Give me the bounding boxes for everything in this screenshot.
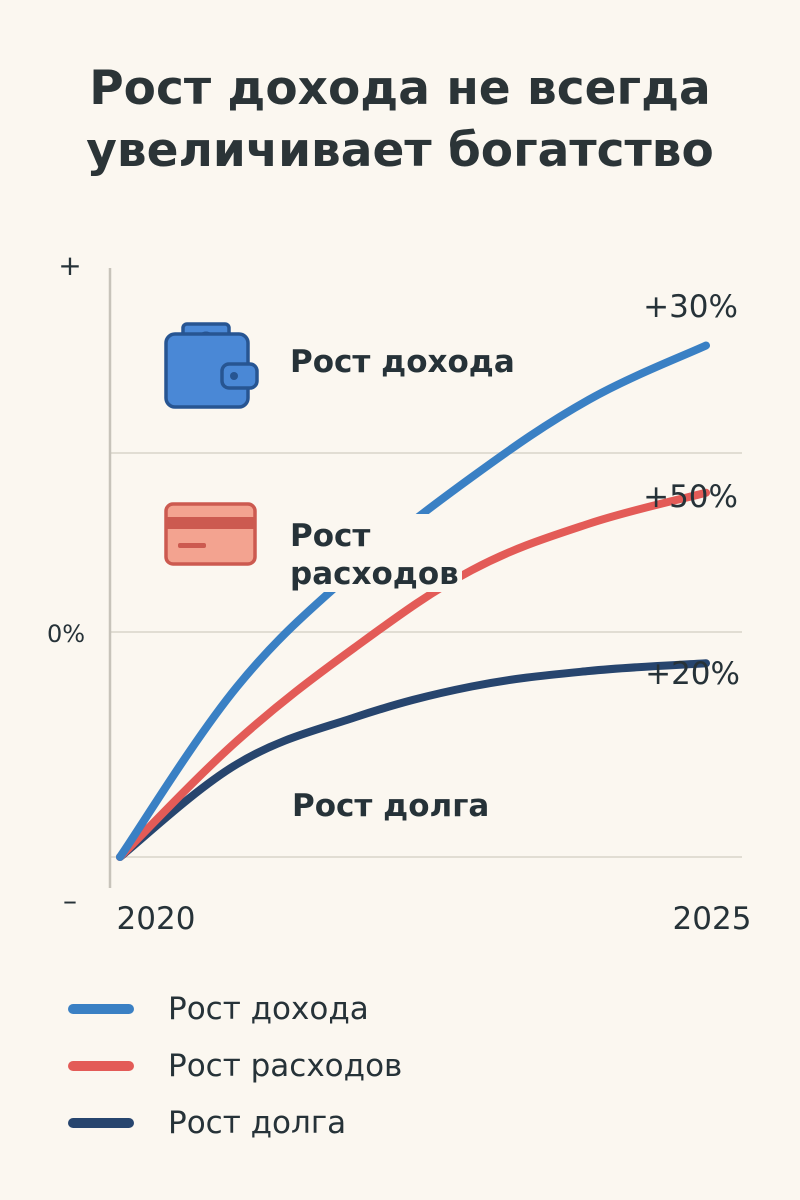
end-label-income: +30% [643, 289, 738, 325]
series-line-debt [116, 659, 710, 861]
legend-swatch-expenses [68, 1060, 134, 1071]
legend-swatch-income [68, 1003, 134, 1014]
wallet-icon [164, 322, 259, 409]
x-tick-start: 2020 [117, 901, 196, 937]
legend-item-expenses: Рост расходов [68, 1037, 402, 1094]
legend-item-debt: Рост долга [68, 1094, 402, 1151]
legend-item-income: Рост дохода [68, 980, 402, 1037]
y-tick-minus: – [63, 884, 77, 917]
legend-swatch-debt [68, 1117, 134, 1128]
gridlines [110, 452, 742, 858]
x-tick-end: 2025 [673, 901, 752, 937]
y-tick-zero: 0% [47, 620, 85, 648]
end-label-expenses: +50% [643, 479, 738, 515]
legend-label-income: Рост дохода [168, 990, 369, 1027]
inline-label-expenses-line-2: расходов [290, 556, 459, 592]
line-chart: + 0% – 2020 2025 +30% +50% +20% Рост дох… [47, 249, 752, 937]
inline-label-income: Рост дохода [290, 344, 515, 380]
series-line-expenses [116, 488, 710, 861]
credit-card-icon [164, 502, 257, 566]
inline-label-debt: Рост долга [292, 788, 489, 824]
legend: Рост дохода Рост расходов Рост долга [68, 980, 402, 1151]
chart-title-line-1: Рост дохода не всегда [89, 61, 711, 116]
legend-label-debt: Рост долга [168, 1104, 347, 1141]
chart-title-line-2: увеличивает богатство [86, 123, 714, 178]
legend-label-expenses: Рост расходов [168, 1047, 403, 1084]
end-label-debt: +20% [645, 656, 740, 692]
inline-label-backdrop [284, 514, 462, 592]
inline-label-expenses-line-1: Рост [290, 518, 370, 554]
y-tick-plus: + [58, 249, 81, 282]
chart-title: Рост дохода не всегда увеличивает богатс… [0, 58, 800, 182]
